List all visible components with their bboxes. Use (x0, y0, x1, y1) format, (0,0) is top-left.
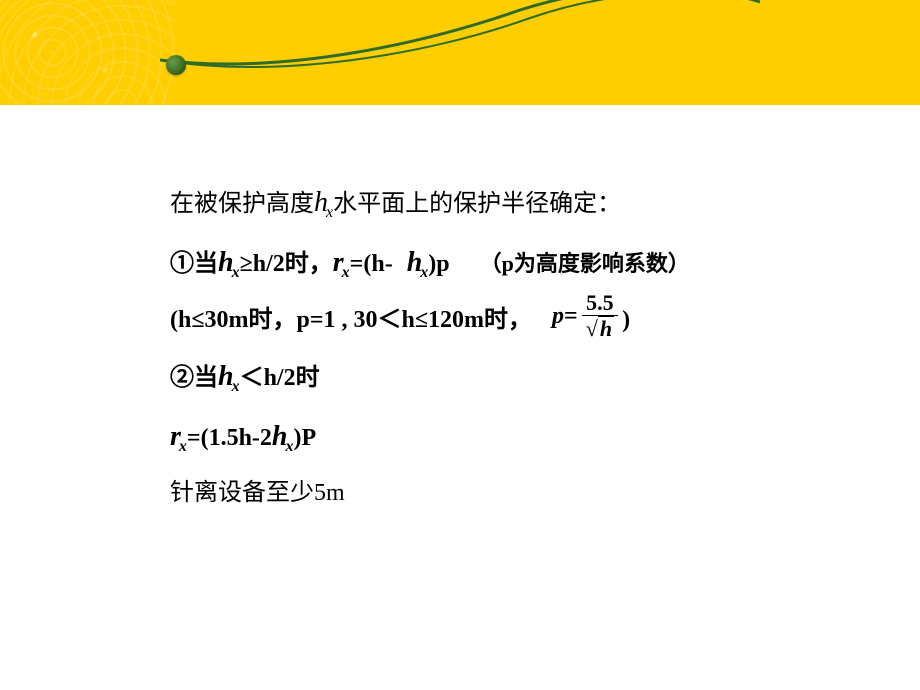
rx-sub: x (179, 431, 187, 463)
eq-sign: = (564, 292, 578, 340)
line2-eq-open: =(h- (350, 240, 393, 288)
line2-eq-close: )p (428, 240, 449, 288)
line3-text: (h≤30m时，p=1 , 30＜h≤120m时， (170, 296, 532, 344)
p-equation: p = 5.5 √ h (552, 291, 622, 341)
slide-header (0, 0, 920, 105)
line-4: ②当 h x ＜h/2时 (170, 349, 870, 405)
line1-pre: 在被保护高度 (170, 180, 314, 228)
line5-eq-close: )P (294, 414, 317, 462)
line-6: 针离设备至少5m (170, 469, 870, 517)
line4-cond: ＜h/2时 (240, 354, 320, 402)
line3-close: ) (622, 296, 630, 344)
line1-post: 水平面上的保护半径确定： (333, 180, 621, 228)
frac-den: √ h (582, 316, 618, 341)
slide-content: 在被保护高度 h x 水平面上的保护半径确定： ①当 h x ≥h/2时， r … (170, 175, 870, 521)
line4-lead: ②当 (170, 354, 218, 402)
frac-num: 5.5 (582, 291, 618, 315)
fraction: 5.5 √ h (582, 291, 618, 341)
hx-sub: x (326, 197, 333, 229)
decorative-pattern (0, 0, 175, 175)
line-1: 在被保护高度 h x 水平面上的保护半径确定： (170, 175, 870, 231)
rx-sub: x (342, 257, 350, 289)
line-2: ①当 h x ≥h/2时， r x =(h- h x )p （p为高度影响系数） (170, 235, 870, 291)
hx-sub: x (286, 431, 294, 463)
hx-sub: x (232, 371, 240, 403)
line-5: r x =(1.5h-2 h x )P (170, 409, 870, 465)
swoosh-curve (160, 0, 760, 100)
line5-eq-open: =(1.5h-2 (187, 414, 272, 462)
hx-sub: x (232, 257, 240, 289)
line2-lead: ①当 (170, 240, 218, 288)
line6-text: 针离设备至少5m (170, 469, 345, 517)
bullet-icon (166, 55, 186, 75)
sqrt-icon: √ (586, 317, 598, 341)
line2-cond: ≥h/2时， (240, 240, 333, 288)
line-3: (h≤30m时，p=1 , 30＜h≤120m时， p = 5.5 √ h ) (170, 295, 870, 345)
p-var: p (552, 292, 564, 340)
line2-note: （p为高度影响系数） (480, 242, 690, 286)
sqrt-arg: h (598, 316, 614, 341)
hx-sub2: x (420, 257, 428, 289)
